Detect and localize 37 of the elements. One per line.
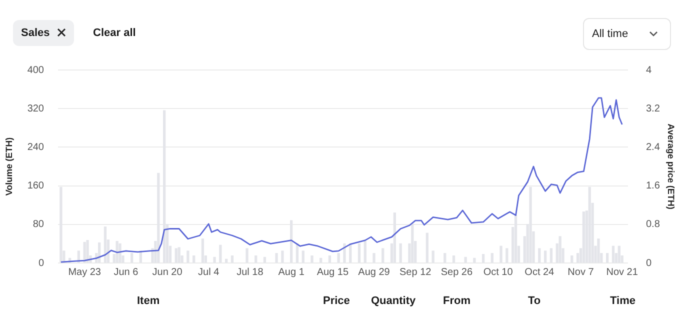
y2-tick-label: 1.6: [646, 180, 660, 192]
x-tick-label: May 23: [68, 266, 102, 278]
text: Quantity: [371, 295, 416, 307]
text: Time: [610, 295, 636, 307]
text: From: [443, 295, 470, 307]
text: All time: [592, 28, 628, 40]
x-tick-label: Oct 10: [483, 266, 514, 278]
y-tick-label: 320: [27, 103, 44, 114]
x-tick-label: Jun 6: [114, 266, 139, 278]
x-tick-label: Nov 7: [568, 266, 594, 278]
x-tick-label: Aug 29: [358, 266, 390, 278]
y-tick-label: 160: [27, 180, 44, 192]
y-axis-title: Volume (ETH): [4, 137, 14, 196]
y2-axis-title: Average price (ETH): [666, 124, 676, 210]
x-tick-label: Jun 20: [152, 266, 183, 278]
y2-tick-label: 0: [646, 258, 652, 269]
x-tick-label: Aug 1: [278, 266, 305, 278]
x-tick-label: Aug 15: [316, 266, 349, 278]
text: Item: [137, 295, 160, 307]
x-tick-label: Nov 21: [606, 266, 638, 278]
x-tick-label: Sep 12: [400, 266, 432, 278]
y-tick-label: 0: [38, 258, 44, 269]
y2-tick-label: 4: [646, 64, 652, 76]
x-tick-label: Jul 4: [198, 266, 220, 278]
y2-tick-label: 2.4: [646, 142, 660, 153]
text: Sales: [21, 27, 50, 39]
x-tick-label: Jul 18: [236, 266, 264, 278]
text: Clear all: [93, 27, 136, 39]
y-tick-label: 240: [27, 142, 44, 153]
x-tick-label: Oct 24: [524, 266, 555, 278]
text: Price: [323, 295, 350, 307]
x-tick-label: Sep 26: [440, 266, 473, 278]
y2-tick-label: 0.8: [646, 219, 660, 230]
y-tick-label: 80: [32, 219, 44, 230]
text: To: [528, 295, 541, 307]
y-tick-label: 400: [27, 64, 44, 76]
y2-tick-label: 3.2: [646, 103, 660, 114]
